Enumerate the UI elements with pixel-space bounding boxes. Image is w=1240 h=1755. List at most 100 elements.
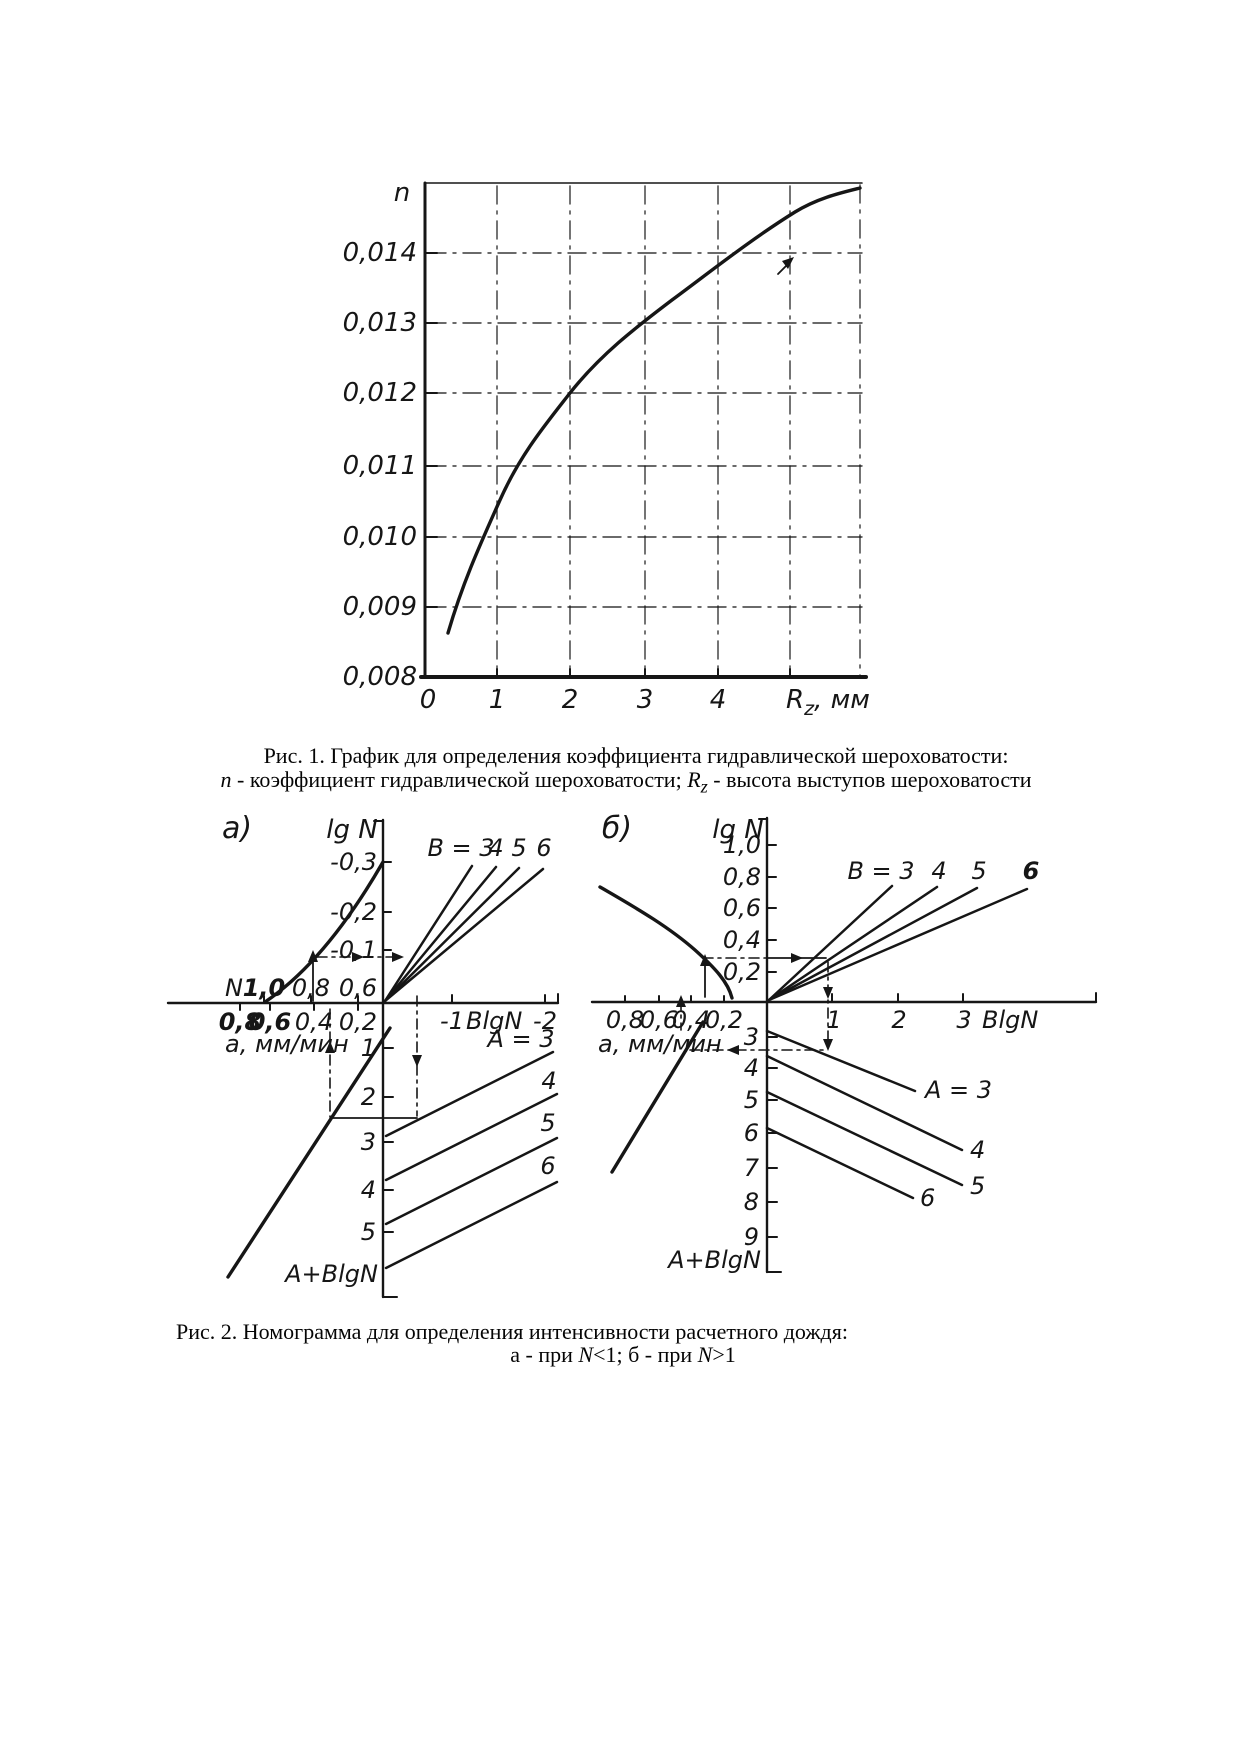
panel-a-down-tick: 5: [361, 1218, 376, 1246]
panel-a-n-curve: [263, 860, 385, 1004]
panel-b-b-label: В = 3: [847, 857, 914, 885]
panel-a-y-tick: -0,2: [330, 898, 377, 926]
fig1-y-tick-labels: 0,014 0,013 0,012 0,011 0,010 0,009 0,00…: [343, 238, 417, 692]
fig1-x-tick: 0: [420, 685, 437, 715]
fig1-caption-line2: n - коэффициент гидравлической шероховат…: [220, 767, 1032, 797]
fig1-y-tick: 0,010: [343, 522, 417, 552]
panel-b-n-curve: [598, 885, 734, 1000]
panel-b-a-fan-tick: 5: [970, 1172, 985, 1200]
panel-b-x-title: ВlgN: [982, 1006, 1038, 1034]
fig2-nomogram: а) lg N -0,3 -0,2 -0,1 В = 3 4 5: [166, 811, 1098, 1299]
fig2-caption-line1: Рис. 2. Номограмма для определения интен…: [176, 1319, 848, 1344]
panel-b-y-tick: 0,8: [723, 863, 761, 891]
panel-a-a-fan-tick: 5: [540, 1109, 555, 1137]
panel-a-b-tick: 6: [536, 834, 551, 862]
panel-a-y-tick: -0,3: [330, 848, 377, 876]
panel-b-y-tick: 1,0: [723, 831, 761, 859]
panel-a-n-tick: 1,0: [243, 974, 286, 1002]
fig1-caption-line1: Рис. 1. График для определения коэффицие…: [263, 743, 1009, 768]
fig1-y-tick: 0,012: [343, 378, 417, 408]
fig1-y-tick: 0,011: [343, 451, 417, 481]
panel-b-down-tick: 3: [744, 1023, 759, 1051]
fig1-grid: [427, 184, 863, 678]
panel-a-b-fan: [383, 864, 545, 1003]
panel-b-diagonal-line: [610, 1020, 705, 1174]
panel-b-down-tick: 5: [744, 1086, 759, 1114]
panel-a-n-tick: 0,8: [292, 974, 330, 1002]
panel-a-a-tick: 0,8: [219, 1008, 262, 1036]
panel-b-y-title: lg N: [712, 815, 763, 845]
panel-b-a-tick: 0,6: [640, 1006, 678, 1034]
panel-b-bottom-label: А+ВlgN: [666, 1246, 761, 1274]
fig1-y-axis-title: n: [394, 178, 410, 208]
fig1-y-tick: 0,008: [343, 662, 417, 692]
panel-a-down-tick: 4: [361, 1176, 376, 1204]
fig1-arrow-mark: [777, 257, 794, 275]
panel-b-down-tick: 4: [744, 1054, 759, 1082]
panel-a-b-label: В = 3: [427, 834, 494, 862]
panel-a-x-neg1: -1: [440, 1007, 464, 1035]
panel-a-a-tick: 0,2: [339, 1008, 377, 1036]
fig1-y-tick: 0,014: [343, 238, 417, 268]
fig1-x-axis-unit: Rz, мм: [786, 685, 870, 720]
fig1-x-tick: 1: [489, 685, 506, 715]
panel-b-a-fan-tick: 6: [920, 1184, 935, 1212]
panel-b-a-scale-label: а, мм/мин: [598, 1030, 722, 1058]
panel-b-a-tick: 0,8: [606, 1006, 644, 1034]
fig1-x-tick: 3: [637, 685, 654, 715]
fig1-y-tick: 0,013: [343, 308, 417, 338]
panel-a-y-title: lg N: [326, 815, 377, 845]
fig1-x-tick: 2: [562, 685, 579, 715]
panel-a-diagonal-line: [226, 1026, 392, 1279]
panel-a-n-tick: 0,6: [339, 974, 377, 1002]
panel-a-a-scale-label: а, мм/мин: [225, 1030, 349, 1058]
panel-b-down-tick: 8: [744, 1188, 759, 1216]
panel-b-x-tick: 2: [891, 1006, 906, 1034]
panel-b-x-tick: 3: [956, 1006, 971, 1034]
panel-a-a-tick: 0,6: [249, 1008, 292, 1036]
panel-a-tag: а): [222, 811, 252, 846]
panel-a-n-scale-label: N: [225, 974, 243, 1002]
panel-b-a-fan: [765, 1029, 964, 1200]
fig1-x-tick: 4: [710, 685, 727, 715]
panel-b-a-tick: 0,4: [672, 1006, 710, 1034]
panel-a-guides: [308, 950, 422, 1119]
panel-a-x-neg2: -2: [533, 1007, 557, 1035]
fig1-roughness-chart: n 0,014 0,013 0,012 0,011 0,010 0,009 0,…: [343, 178, 870, 720]
panel-a-b-tick: 5: [511, 834, 526, 862]
panel-a-a-tick: 0,4: [295, 1008, 333, 1036]
fig2-panel-a: а) lg N -0,3 -0,2 -0,1 В = 3 4 5: [166, 811, 560, 1299]
panel-b-b-tick: 5: [971, 857, 986, 885]
panel-b-y-tick: 0,2: [723, 958, 761, 986]
fig2-caption-line2: а - при N<1; б - при N>1: [510, 1342, 736, 1367]
fig1-curve: [446, 186, 862, 635]
panel-b-a-fan-tick: 4: [970, 1136, 985, 1164]
fig1-x-tick-labels: 0 1 2 3 4: [420, 685, 727, 715]
fig1-y-tick: 0,009: [343, 592, 417, 622]
panel-a-a-fan-tick: 4: [541, 1067, 556, 1095]
fig2-panel-b: б) lg N 1,0 0,8 0,6 0,4 0,2: [590, 811, 1098, 1274]
panel-b-guides: [676, 953, 833, 1055]
panel-a-down-tick: 2: [361, 1083, 376, 1111]
panel-b-a-tick: 0,2: [705, 1006, 743, 1034]
panel-b-y-tick: 0,6: [723, 894, 761, 922]
panel-b-b-fan: [767, 884, 1029, 1002]
panel-a-down-tick: 3: [361, 1128, 376, 1156]
panel-b-x-tick: 1: [826, 1006, 841, 1034]
panel-a-bottom-label: А+ВlgN: [283, 1260, 378, 1288]
panel-a-b-tick: 4: [488, 834, 503, 862]
panel-b-a-fan-label: А = 3: [923, 1076, 992, 1104]
panel-b-b-tick: 6: [1023, 857, 1040, 885]
panel-a-x-title: ВlgN: [466, 1007, 522, 1035]
panel-a-a-fan-label: А = 3: [485, 1025, 554, 1053]
panel-a-a-fan-tick: 6: [540, 1152, 555, 1180]
panel-b-y-tick: 0,4: [723, 926, 761, 954]
fig1-ticks: [424, 252, 791, 678]
panel-b-b-tick: 4: [931, 857, 946, 885]
panel-a-down-tick: 1: [361, 1034, 376, 1062]
panel-b-tag: б): [602, 811, 632, 846]
panel-b-down-tick: 7: [744, 1154, 760, 1182]
panel-b-down-tick: 9: [744, 1223, 759, 1251]
panel-b-down-tick: 6: [744, 1119, 759, 1147]
